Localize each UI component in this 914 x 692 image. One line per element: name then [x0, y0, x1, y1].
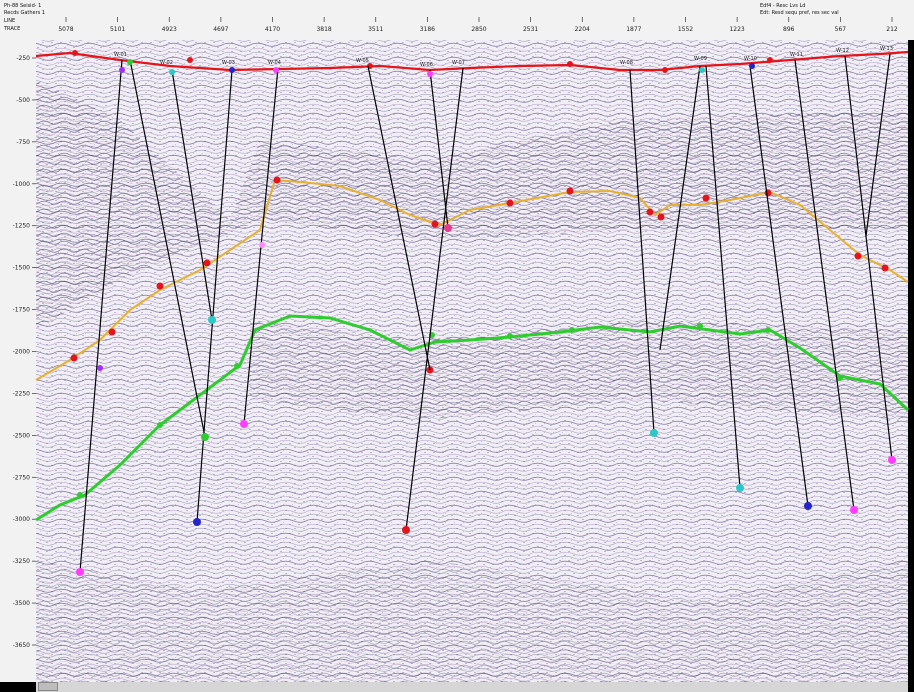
header-left-line2: Recds Gathers 1 [4, 10, 45, 16]
y-tick-label: -3000 [13, 516, 31, 523]
x-tick-label: 212 [886, 26, 898, 33]
svg-text:W-11: W-11 [790, 52, 803, 58]
x-tick-label: 3818 [316, 26, 331, 33]
x-tick-label: 896 [783, 26, 795, 33]
x-tick-label: 1877 [626, 26, 641, 33]
svg-text:W-03: W-03 [222, 60, 235, 66]
svg-text:W-04: W-04 [268, 60, 281, 66]
y-axis-strip [0, 40, 36, 682]
y-tick-label: -750 [16, 139, 30, 146]
y-tick-label: -2250 [13, 390, 31, 397]
scrollbar-track[interactable] [36, 682, 908, 692]
well-labels: W-01 W-02 W-03 W-04 W-05 W-06 W-07 W-08 … [114, 46, 893, 68]
x-axis-ticks: 5078 5101 4923 4697 4170 3818 3511 3186 2850 2531… [58, 17, 898, 33]
horizon-red [35, 50, 909, 72]
x-tick-label: 2531 [523, 26, 538, 33]
y-tick-label: -1000 [13, 181, 31, 188]
y-tick-label: -250 [16, 55, 30, 62]
svg-text:W-09: W-09 [694, 56, 707, 62]
x-tick-label: 5078 [58, 26, 73, 33]
svg-text:W-06: W-06 [420, 62, 433, 68]
x-tick-label: 4697 [213, 26, 228, 33]
horizon-orange [35, 178, 909, 381]
y-tick-label: -3650 [13, 642, 31, 649]
y-tick-label: -3250 [13, 558, 31, 565]
y-axis-ticks: -250 -500 -750 -1000 -1250 -1500 -1750 -2000 -22… [13, 55, 36, 649]
seismic-image [36, 40, 908, 682]
x-tick-label: 5101 [110, 26, 125, 33]
svg-text:W-01: W-01 [114, 52, 127, 58]
svg-text:W-07: W-07 [452, 60, 465, 66]
header-row-label-trace: TRACE [3, 26, 20, 32]
header-right-line1: Edf4 - Resc Lvs Ld [760, 3, 805, 9]
y-tick-label: -2000 [13, 349, 31, 356]
y-tick-label: -1500 [13, 265, 31, 272]
y-tick-label: -3500 [13, 600, 31, 607]
x-tick-label: 567 [835, 26, 847, 33]
x-tick-label: 4170 [265, 26, 280, 33]
horizontal-scrollbar[interactable] [38, 682, 58, 691]
well-trajectories [79, 53, 893, 573]
header-row-label-line: LINE [4, 18, 15, 24]
x-tick-label: 4923 [162, 26, 177, 33]
x-tick-label: 2204 [575, 26, 590, 33]
svg-text:W-10: W-10 [744, 56, 757, 62]
y-tick-label: -500 [16, 97, 30, 104]
header-strip [0, 0, 914, 40]
svg-text:W-02: W-02 [160, 60, 173, 66]
y-tick-label: -2500 [13, 432, 31, 439]
svg-text:W-08: W-08 [620, 60, 633, 66]
header-left-line1: Ph-88 Seisid- 1 [4, 3, 41, 9]
y-tick-label: -2750 [13, 474, 31, 481]
horizon-green [35, 314, 910, 522]
x-tick-label: 1223 [729, 26, 744, 33]
y-tick-label: -1250 [13, 223, 31, 230]
x-tick-label: 3186 [420, 26, 435, 33]
x-tick-label: 1552 [678, 26, 693, 33]
header-right-line2: Edt: Resd sequ pref, res sec val [760, 10, 839, 16]
svg-text:W-12: W-12 [836, 48, 849, 54]
x-tick-label: 3511 [368, 26, 383, 33]
well-markers [76, 59, 896, 576]
svg-text:W-05: W-05 [356, 58, 369, 64]
x-tick-label: 2850 [471, 26, 486, 33]
y-tick-label: -1750 [13, 307, 31, 314]
svg-text:W-13: W-13 [880, 46, 893, 52]
